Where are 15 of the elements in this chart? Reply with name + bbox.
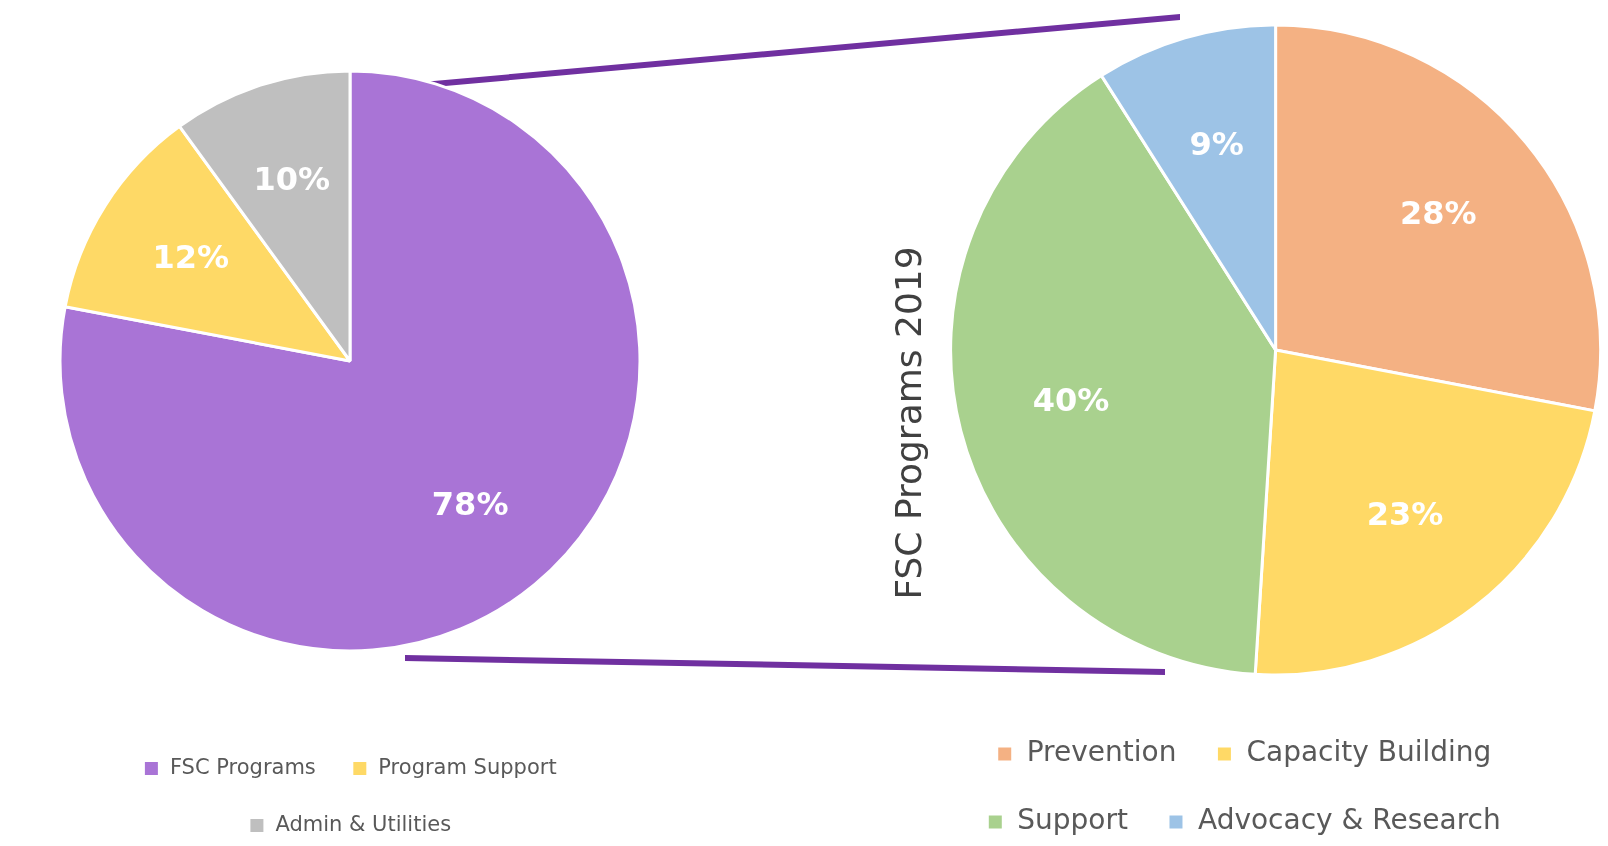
data-label: 40%: [1032, 380, 1110, 419]
data-label: 12%: [152, 238, 230, 277]
legend-label: FSC Programs: [169, 754, 316, 779]
data-label: 23%: [1366, 495, 1444, 534]
data-label: 9%: [1189, 125, 1244, 164]
data-label: 28%: [1400, 193, 1477, 232]
legend-label: Advocacy & Research: [1197, 803, 1501, 837]
text: FSC Programs 2019: [887, 246, 929, 600]
legend-label: Program Support: [378, 754, 557, 779]
legend-label: Capacity Building: [1246, 735, 1492, 769]
data-label: 78%: [431, 484, 509, 523]
data-label: 10%: [253, 160, 331, 199]
legend-label: Support: [1017, 803, 1128, 837]
legend-label: Prevention: [1026, 735, 1177, 769]
legend-label: Admin & Utilities: [275, 811, 452, 836]
